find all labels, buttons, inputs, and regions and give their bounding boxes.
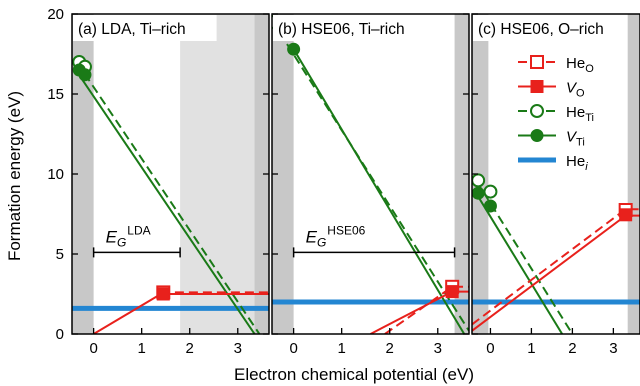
x-tick-label: 3 [609, 340, 617, 357]
legend-entry-VTi: VTi [518, 129, 585, 149]
y-tick-label: 10 [47, 166, 64, 183]
legend-label-sub: i [585, 161, 588, 173]
x-tick-label: 2 [386, 340, 394, 357]
marker-HeTi [472, 173, 486, 188]
y-tick-label: 5 [56, 246, 64, 263]
x-tick-label: 2 [568, 340, 576, 357]
shade-band-dark [627, 14, 640, 334]
y-axis-label: Formation energy (eV) [5, 91, 24, 261]
panel-plot-area [272, 14, 469, 334]
legend-label: HeO [566, 55, 594, 75]
marker-VTi [472, 186, 485, 200]
legend-label-base: He [566, 153, 585, 170]
series-line-VTi [292, 48, 466, 334]
legend-label-sub: Ti [585, 112, 594, 124]
band-gap-subscript: G [117, 235, 126, 249]
legend-swatch-marker [530, 129, 544, 142]
panel-title: (c) HSE06, O–rich [478, 21, 604, 38]
panel-b: EGHSE06 (b) HSE06, Ti–rich 0 1 2 3 [271, 13, 470, 357]
band-gap-label: EGHSE06 [306, 223, 366, 249]
x-tick-label: 3 [434, 340, 442, 357]
panel-c: (c) HSE06, O–rich 0 1 2 3 [471, 13, 640, 357]
legend-entry-HeTi: HeTi [518, 104, 594, 124]
legend-label-sub: O [585, 63, 594, 75]
y-tick-label: 20 [47, 6, 64, 23]
legend-label-base: He [566, 104, 585, 121]
legend-swatch-marker [530, 80, 544, 93]
band-gap-superscript: HSE06 [327, 223, 365, 237]
legend-label: Hei [566, 153, 588, 173]
x-tick-label: 0 [89, 340, 97, 357]
series-line-HeTi [75, 61, 261, 334]
series-line-HeO [472, 208, 640, 326]
marker-VTi [287, 42, 301, 56]
legend-label: VTi [566, 129, 585, 149]
panel-title-box [73, 15, 217, 41]
legend-label: VO [566, 80, 585, 100]
panel-title-box [473, 15, 626, 41]
legend-label: HeTi [566, 104, 594, 124]
x-tick-label: 1 [527, 340, 535, 357]
x-tick-label: 0 [289, 340, 297, 357]
marker-VTi [78, 68, 92, 82]
panel-a: EGLDA (a) LDA, Ti–rich 0 1 2 3 0 5 10 15 20 [47, 6, 270, 357]
legend-label-base: V [566, 129, 578, 146]
x-tick-label: 1 [337, 340, 345, 357]
legend-label-base: He [566, 55, 585, 72]
legend-swatch-marker [530, 55, 544, 69]
series-line-VTi [75, 71, 256, 334]
marker-VO [156, 287, 170, 301]
panel-title: (a) LDA, Ti–rich [78, 21, 186, 38]
legend-entry-HeO: HeO [518, 55, 594, 75]
band-gap-subscript: G [317, 235, 326, 249]
x-tick-label: 3 [234, 340, 242, 357]
x-tick-label: 2 [186, 340, 194, 357]
marker-VO [619, 208, 633, 222]
x-axis-label: Electron chemical potential (eV) [234, 365, 474, 384]
x-tick-label: 0 [486, 340, 494, 357]
x-tick-label: 1 [137, 340, 145, 357]
panel-title-box [273, 15, 434, 41]
band-gap-symbol: E [306, 227, 318, 246]
band-gap-label: EGLDA [106, 223, 151, 249]
panel-title: (b) HSE06, Ti–rich [278, 21, 405, 38]
marker-VO [445, 285, 459, 299]
y-tick-label: 0 [56, 326, 64, 343]
marker-VTi [483, 199, 497, 213]
series-line-VO [472, 214, 640, 332]
legend-swatch-marker [530, 104, 544, 118]
legend-label-base: V [566, 80, 578, 97]
legend-label-sub: Ti [576, 137, 585, 149]
band-gap-symbol: E [106, 227, 118, 246]
panel-plot-area [72, 14, 269, 334]
legend-label-sub: O [576, 88, 585, 100]
marker-HeTi [483, 184, 498, 199]
shade-band-light [180, 14, 269, 334]
legend-entry-VO: VO [518, 80, 585, 100]
legend-entry-Hei: Hei [518, 153, 588, 173]
y-tick-label: 15 [47, 86, 64, 103]
series-line-HeTi [272, 19, 469, 332]
panel-plot-area [472, 14, 640, 334]
band-gap-superscript: LDA [127, 223, 150, 237]
series-line-VTi [475, 192, 563, 334]
panel-frame [471, 13, 640, 335]
